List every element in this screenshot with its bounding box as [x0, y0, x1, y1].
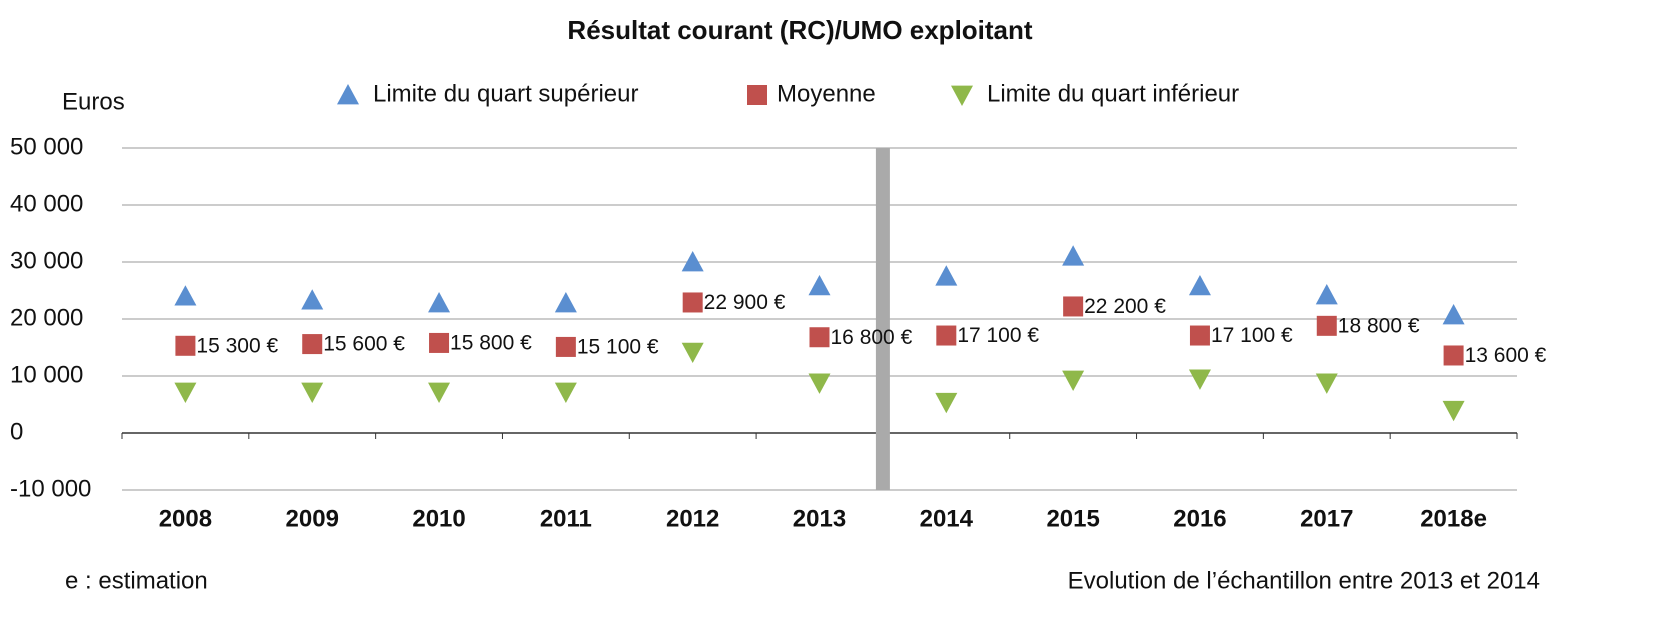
marker: [301, 289, 324, 310]
marker: [174, 382, 197, 403]
legend-label: Moyenne: [777, 80, 876, 107]
legend-label: Limite du quart supérieur: [373, 80, 638, 107]
marker: [1062, 245, 1085, 266]
marker: [808, 373, 831, 394]
y-axis-label: Euros: [62, 88, 125, 115]
marker: [302, 334, 323, 355]
marker: [174, 285, 197, 306]
marker: [935, 265, 958, 286]
x-tick-label: 2011: [540, 505, 592, 532]
marker: [681, 251, 704, 272]
legend-marker: [747, 85, 767, 105]
y-tick-label: 20 000: [10, 304, 83, 331]
marker: [1188, 274, 1211, 296]
marker: [1442, 400, 1465, 422]
marker: [554, 292, 577, 313]
marker: [682, 292, 703, 313]
y-tick-label: -10 000: [10, 475, 91, 502]
chart-title: Résultat courant (RC)/UMO exploitant: [567, 15, 1032, 45]
data-label: 22 200 €: [1084, 295, 1166, 318]
y-tick-label: 50 000: [10, 133, 83, 160]
x-tick-label: 2017: [1300, 505, 1353, 532]
marker: [1063, 296, 1084, 317]
data-label: 17 100 €: [1211, 324, 1293, 347]
data-label: 15 100 €: [577, 335, 659, 358]
marker: [1188, 369, 1211, 390]
marker: [555, 336, 576, 357]
marker: [428, 292, 451, 313]
data-label: 22 900 €: [704, 291, 786, 314]
data-label: 17 100 €: [957, 324, 1039, 347]
marker: [1316, 315, 1337, 336]
y-tick-label: 30 000: [10, 247, 83, 274]
marker: [1315, 284, 1338, 305]
x-tick-label: 2009: [286, 505, 339, 532]
marker: [1442, 304, 1465, 325]
x-tick-label: 2014: [920, 505, 974, 532]
marker: [1062, 370, 1085, 391]
annotation: e : estimation: [65, 567, 208, 594]
y-tick-label: 10 000: [10, 361, 83, 388]
x-tick-label: 2013: [793, 505, 846, 532]
data-label: 15 300 €: [196, 334, 278, 357]
marker: [808, 274, 831, 296]
marker: [301, 382, 324, 403]
legend-marker: [337, 84, 359, 105]
marker: [1189, 325, 1210, 346]
x-tick-label: 2015: [1046, 505, 1099, 532]
marker: [935, 392, 958, 414]
y-tick-label: 40 000: [10, 190, 83, 217]
annotation: Evolution de l’échantillon entre 2013 et…: [1068, 567, 1540, 594]
marker: [175, 335, 196, 356]
data-label: 16 800 €: [831, 326, 913, 349]
marker: [554, 382, 577, 403]
x-tick-label: 2010: [412, 505, 465, 532]
legend-label: Limite du quart inférieur: [987, 80, 1239, 107]
separator-band: [875, 148, 890, 490]
marker: [429, 332, 450, 353]
data-label: 13 600 €: [1465, 344, 1547, 367]
marker: [428, 382, 451, 403]
marker: [936, 325, 957, 346]
marker: [1315, 373, 1338, 394]
y-tick-label: 0: [10, 418, 23, 445]
x-tick-label: 2016: [1173, 505, 1226, 532]
data-label: 15 800 €: [450, 331, 532, 354]
marker: [809, 327, 830, 348]
x-tick-label: 2012: [666, 505, 719, 532]
data-label: 18 800 €: [1338, 314, 1420, 337]
x-tick-label: 2018e: [1420, 505, 1487, 532]
data-label: 15 600 €: [323, 333, 405, 356]
x-tick-label: 2008: [159, 505, 212, 532]
marker: [1443, 345, 1464, 366]
marker: [681, 342, 704, 364]
legend-marker: [951, 85, 973, 106]
